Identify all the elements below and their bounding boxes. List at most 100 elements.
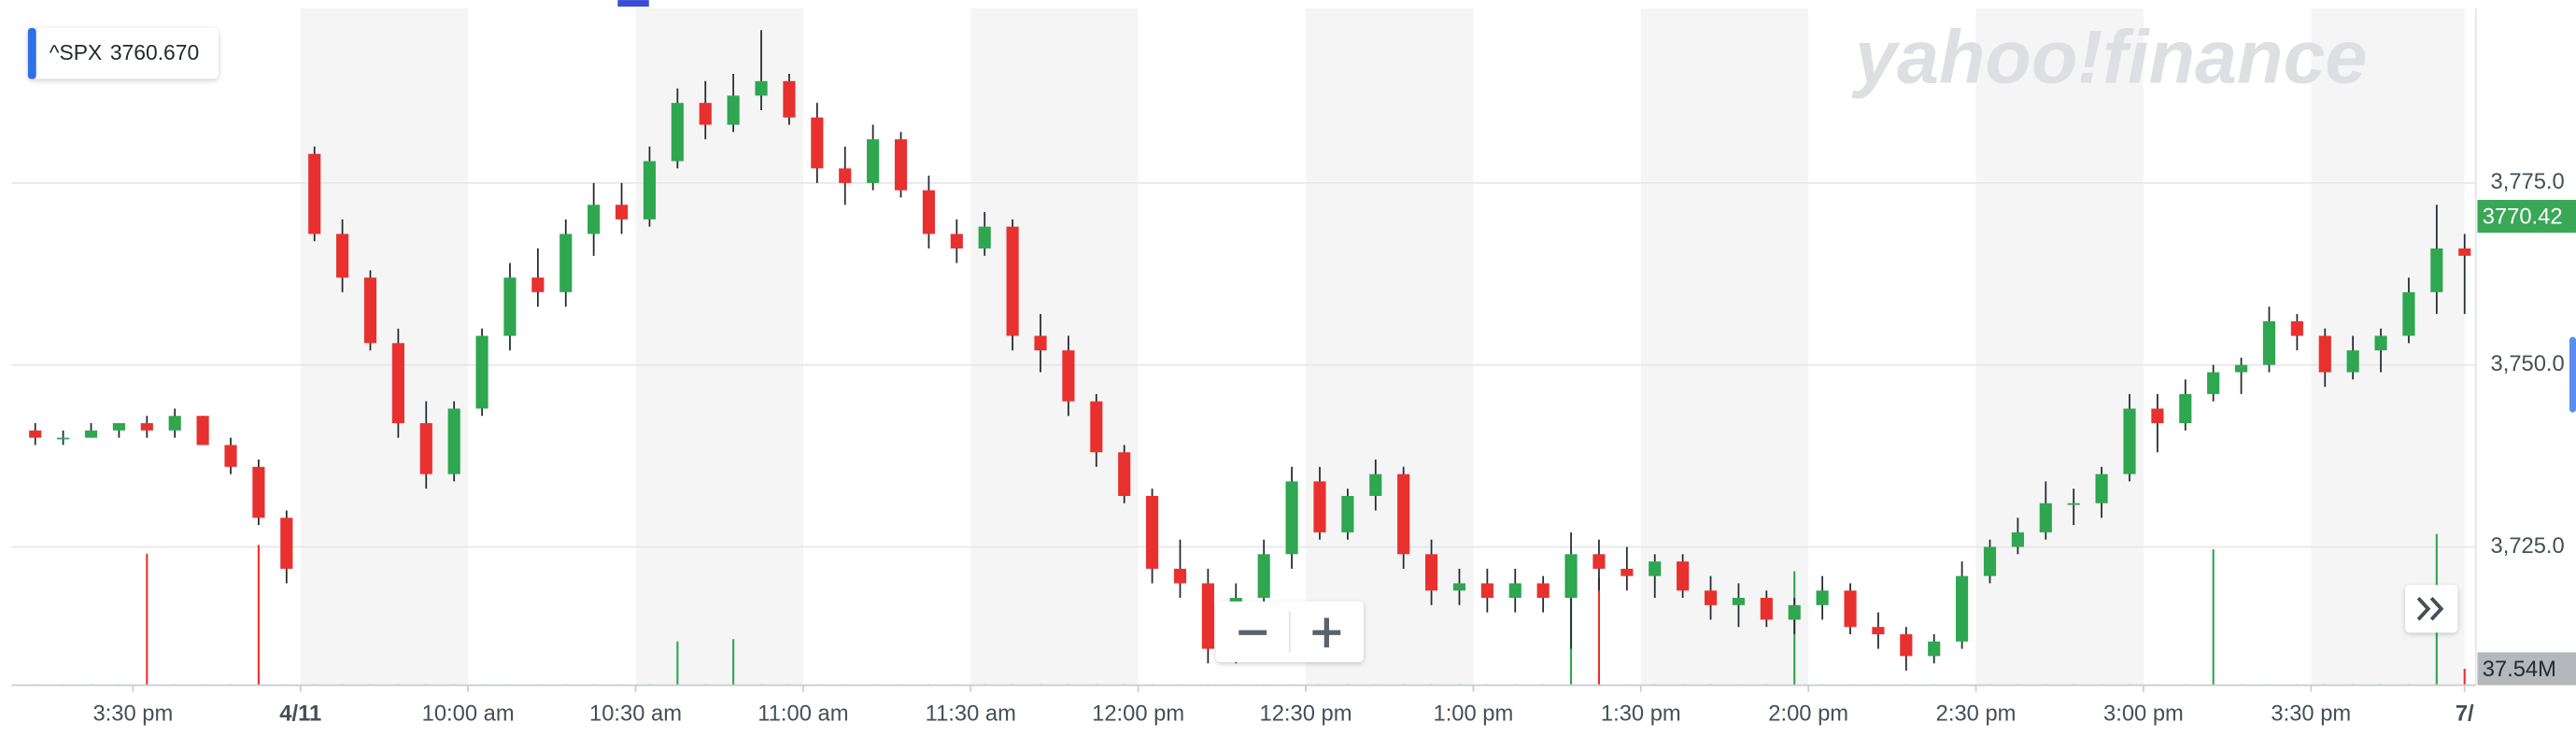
candle-body [1677,561,1690,591]
candle-body [1760,598,1773,620]
x-tick-label: 3:30 pm [92,701,173,726]
zoom-in-button[interactable] [1292,604,1361,659]
candle-body [1452,583,1466,591]
candle-body [1118,452,1131,496]
candle-body [57,437,70,440]
candle-body [391,343,404,424]
candle-body [29,430,42,438]
candle-body [1313,481,1326,532]
time-band [1306,7,1474,686]
chevrons-icon [2416,597,2444,621]
x-tick-label: 11:30 am [926,701,1016,726]
candle-body [2402,291,2415,336]
candle-body [783,80,796,118]
candle-body [615,205,629,220]
candle-body [950,234,963,249]
x-tick-label: 7/ [2456,701,2474,726]
scroll-latest-box[interactable] [2405,585,2458,633]
candle-body [978,226,991,249]
candle-body [699,103,712,125]
candle-body [1034,335,1047,351]
candle-body [1341,495,1354,532]
candle-body [1201,583,1214,649]
candle-body [1508,583,1522,599]
candles [29,30,2471,671]
volume-bar [146,553,149,686]
candle-body [112,423,125,431]
tags: 3770.42 37.54M [2477,199,2576,686]
candle-body [727,95,740,125]
candle-body [2039,503,2052,532]
x-tick-label: 2:00 pm [1768,701,1848,726]
candle-body [1704,590,1718,605]
candle-body [1564,554,1578,599]
last-price-tag [2477,199,2576,234]
last-price-label: 3770.42 [2483,205,2563,230]
candle-body [2346,350,2359,373]
candle-body [1173,568,1187,584]
last-volume-label: 37.54M [2483,658,2556,682]
side-handle[interactable] [2569,336,2576,413]
candle-body [419,423,432,475]
candle-body [559,234,573,292]
candle-body [1983,546,1997,576]
candle-body [2207,372,2220,394]
candle-body [2179,393,2192,424]
x-tick-label: 10:00 am [422,701,515,726]
x-tick-label: 11:00 am [757,701,848,726]
x-tick-label: 3:00 pm [2103,701,2184,726]
x-tick-label: 1:00 pm [1434,701,1514,726]
candle-body [336,234,349,278]
candle-body [2123,408,2136,475]
candle-body [168,416,181,431]
zoom-out-button[interactable] [1219,604,1288,659]
time-band [1975,7,2144,686]
volume-bar [2463,668,2466,686]
candle-body [2318,335,2331,373]
candle-body [894,139,908,191]
candle-body [1956,575,1969,642]
candle-body [1900,634,1913,657]
x-tick-label: 1:30 pm [1601,701,1681,726]
candle-body [671,103,684,162]
time-band [300,7,469,686]
x-tick-label: 2:30 pm [1936,701,2017,726]
candle-body [1369,474,1382,496]
candle-body [447,408,460,475]
candle-body [1536,583,1550,599]
scroll-latest-button[interactable] [2405,585,2458,633]
candle-body [84,430,98,438]
candle-body [1649,561,1662,576]
volume-bar [1597,577,1601,686]
candle-body [839,168,852,183]
candle-body [1788,604,1801,620]
legend-symbol: ^SPX [50,40,102,64]
time-band [1640,7,1809,686]
volume-bar [257,545,260,686]
candle-body [196,416,209,446]
candle-body [2095,474,2108,503]
legend: ^SPX 3760.670 [27,27,219,79]
candle-body [140,423,153,431]
last-volume-tag [2477,652,2576,686]
candle-body [1090,401,1103,453]
candle-body [1592,554,1606,569]
time-bands [300,7,2465,686]
legend-swatch [27,27,36,79]
y-ticks: 3,725.0 3,750.0 3,775.0 [2491,170,2565,559]
candle-body [1146,495,1159,569]
candle-body [1872,627,1885,635]
candle-body [2151,408,2164,424]
x-tick-label: 4/11 [279,701,321,726]
candle-body [280,517,293,569]
candle-body [1732,598,1746,605]
volume-bar [732,639,735,686]
legend-quote: 3760.670 [110,40,199,64]
candle-body [2011,531,2024,547]
time-band [635,7,803,686]
candle-body [1928,641,1941,657]
candle-body [363,277,377,344]
candle-body [1480,583,1493,599]
candle-body [1816,590,1829,605]
